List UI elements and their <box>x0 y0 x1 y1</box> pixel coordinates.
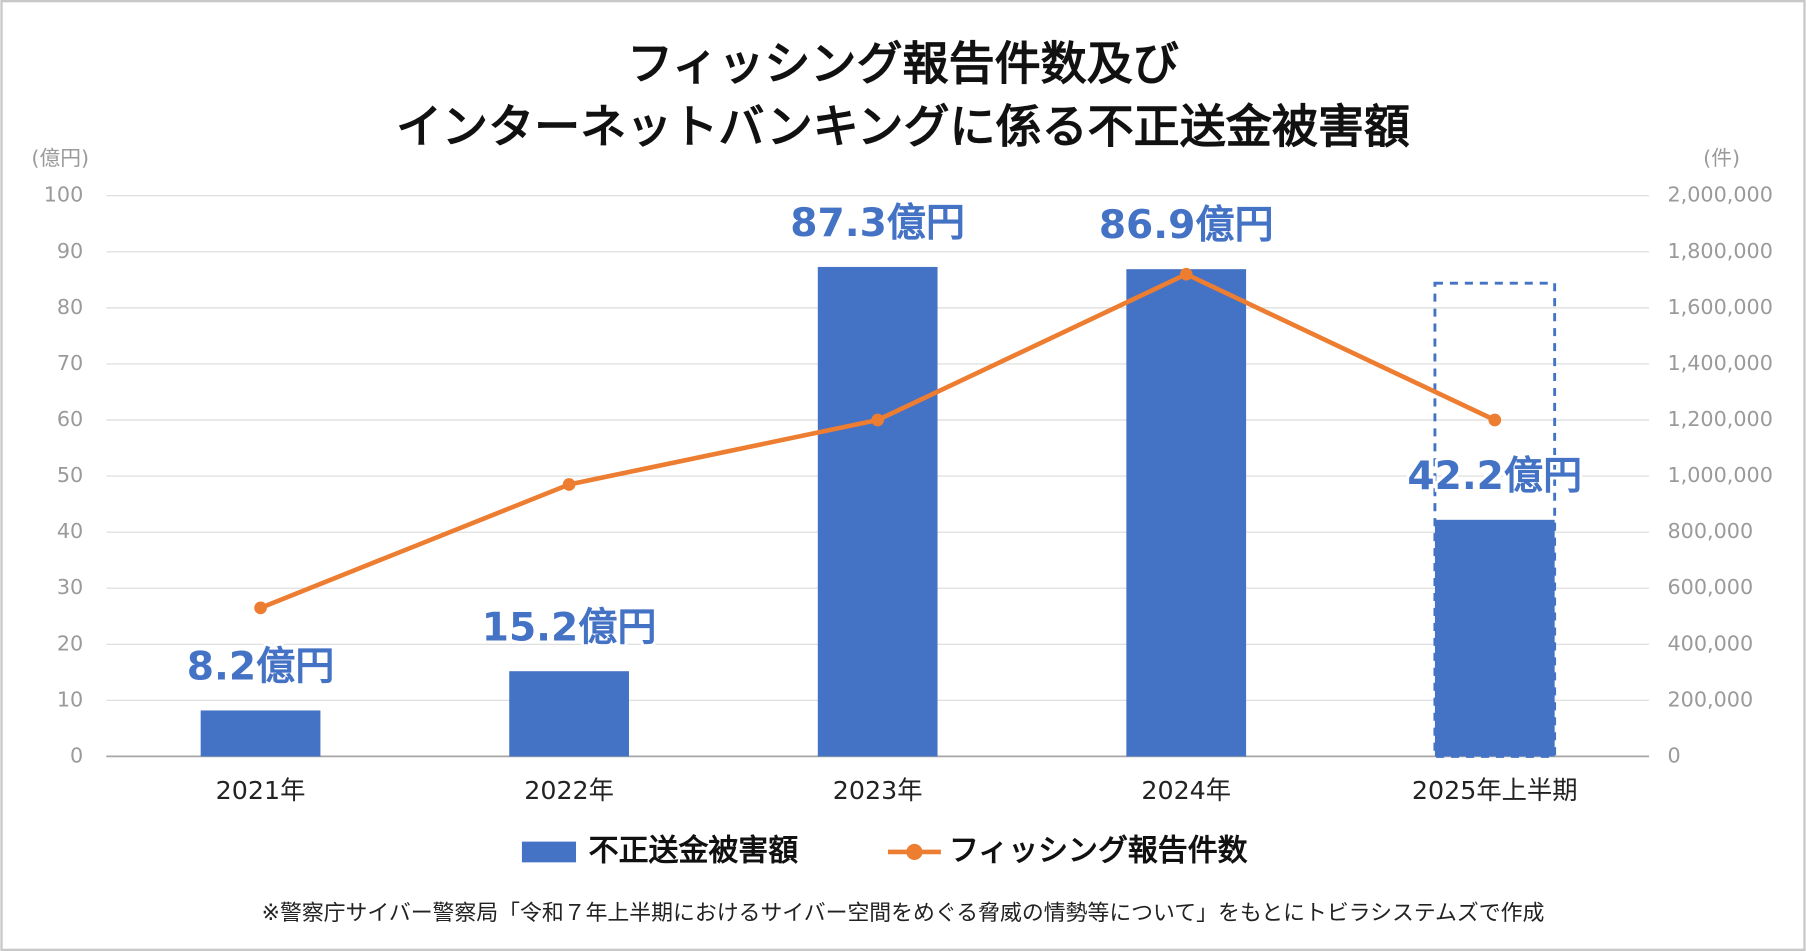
y-tick-label: 0 <box>70 743 83 767</box>
line-marker <box>1179 267 1193 281</box>
y-tick-label: 70 <box>57 351 83 375</box>
legend-label: 不正送金被害額 <box>589 833 799 868</box>
y-tick-label: 40 <box>57 519 83 543</box>
y2-tick-label: 1,600,000 <box>1667 295 1772 319</box>
bar <box>1126 269 1247 757</box>
x-tick-label: 2024年 <box>1141 775 1231 805</box>
y2-tick-label: 1,400,000 <box>1667 351 1772 375</box>
y2-tick-label: 600,000 <box>1667 575 1753 599</box>
footnote: ※警察庁サイバー警察局「令和７年上半期におけるサイバー空間をめぐる脅威の情勢等に… <box>262 901 1545 926</box>
y2-tick-label: 1,200,000 <box>1667 407 1772 431</box>
bar <box>1434 519 1555 757</box>
y-tick-label: 100 <box>44 183 84 207</box>
y-tick-label: 50 <box>57 463 83 487</box>
y-tick-label: 80 <box>57 295 83 319</box>
value-label: 87.3億円 <box>790 201 965 246</box>
y2-tick-label: 200,000 <box>1667 687 1753 711</box>
line-marker <box>871 413 885 427</box>
y-axis-label: (億円) <box>31 146 89 170</box>
value-label: 86.9億円 <box>1099 203 1274 248</box>
y-tick-label: 60 <box>57 407 83 431</box>
chart-title: フィッシング報告件数及び <box>627 36 1179 90</box>
line-marker <box>1488 413 1502 427</box>
x-tick-label: 2025年上半期 <box>1412 775 1578 805</box>
legend-label: フィッシング報告件数 <box>949 833 1248 868</box>
x-tick-label: 2022年 <box>524 775 614 805</box>
y2-tick-label: 800,000 <box>1667 519 1753 543</box>
bar <box>817 266 938 757</box>
y-tick-label: 20 <box>57 631 83 655</box>
y2-axis-label: (件) <box>1703 146 1740 170</box>
legend-swatch <box>906 843 923 861</box>
y2-tick-label: 2,000,000 <box>1667 183 1772 207</box>
line-marker <box>562 478 576 491</box>
line-marker <box>254 601 267 615</box>
y2-tick-label: 1,800,000 <box>1667 239 1772 263</box>
value-label: 15.2億円 <box>482 605 657 650</box>
y-tick-label: 90 <box>57 239 83 263</box>
y2-tick-label: 0 <box>1667 743 1680 767</box>
chart-title: インターネットバンキングに係る不正送金被害額 <box>396 100 1410 154</box>
value-label: 8.2億円 <box>187 644 335 689</box>
y-tick-label: 10 <box>57 687 83 711</box>
bar <box>200 710 321 757</box>
legend-swatch <box>521 841 577 863</box>
value-label: 42.2億円 <box>1407 454 1582 499</box>
y2-tick-label: 400,000 <box>1667 631 1753 655</box>
bar <box>509 671 629 757</box>
y-tick-label: 30 <box>57 575 83 599</box>
x-tick-label: 2021年 <box>216 775 306 805</box>
y2-tick-label: 1,000,000 <box>1667 463 1772 487</box>
x-tick-label: 2023年 <box>833 775 923 805</box>
